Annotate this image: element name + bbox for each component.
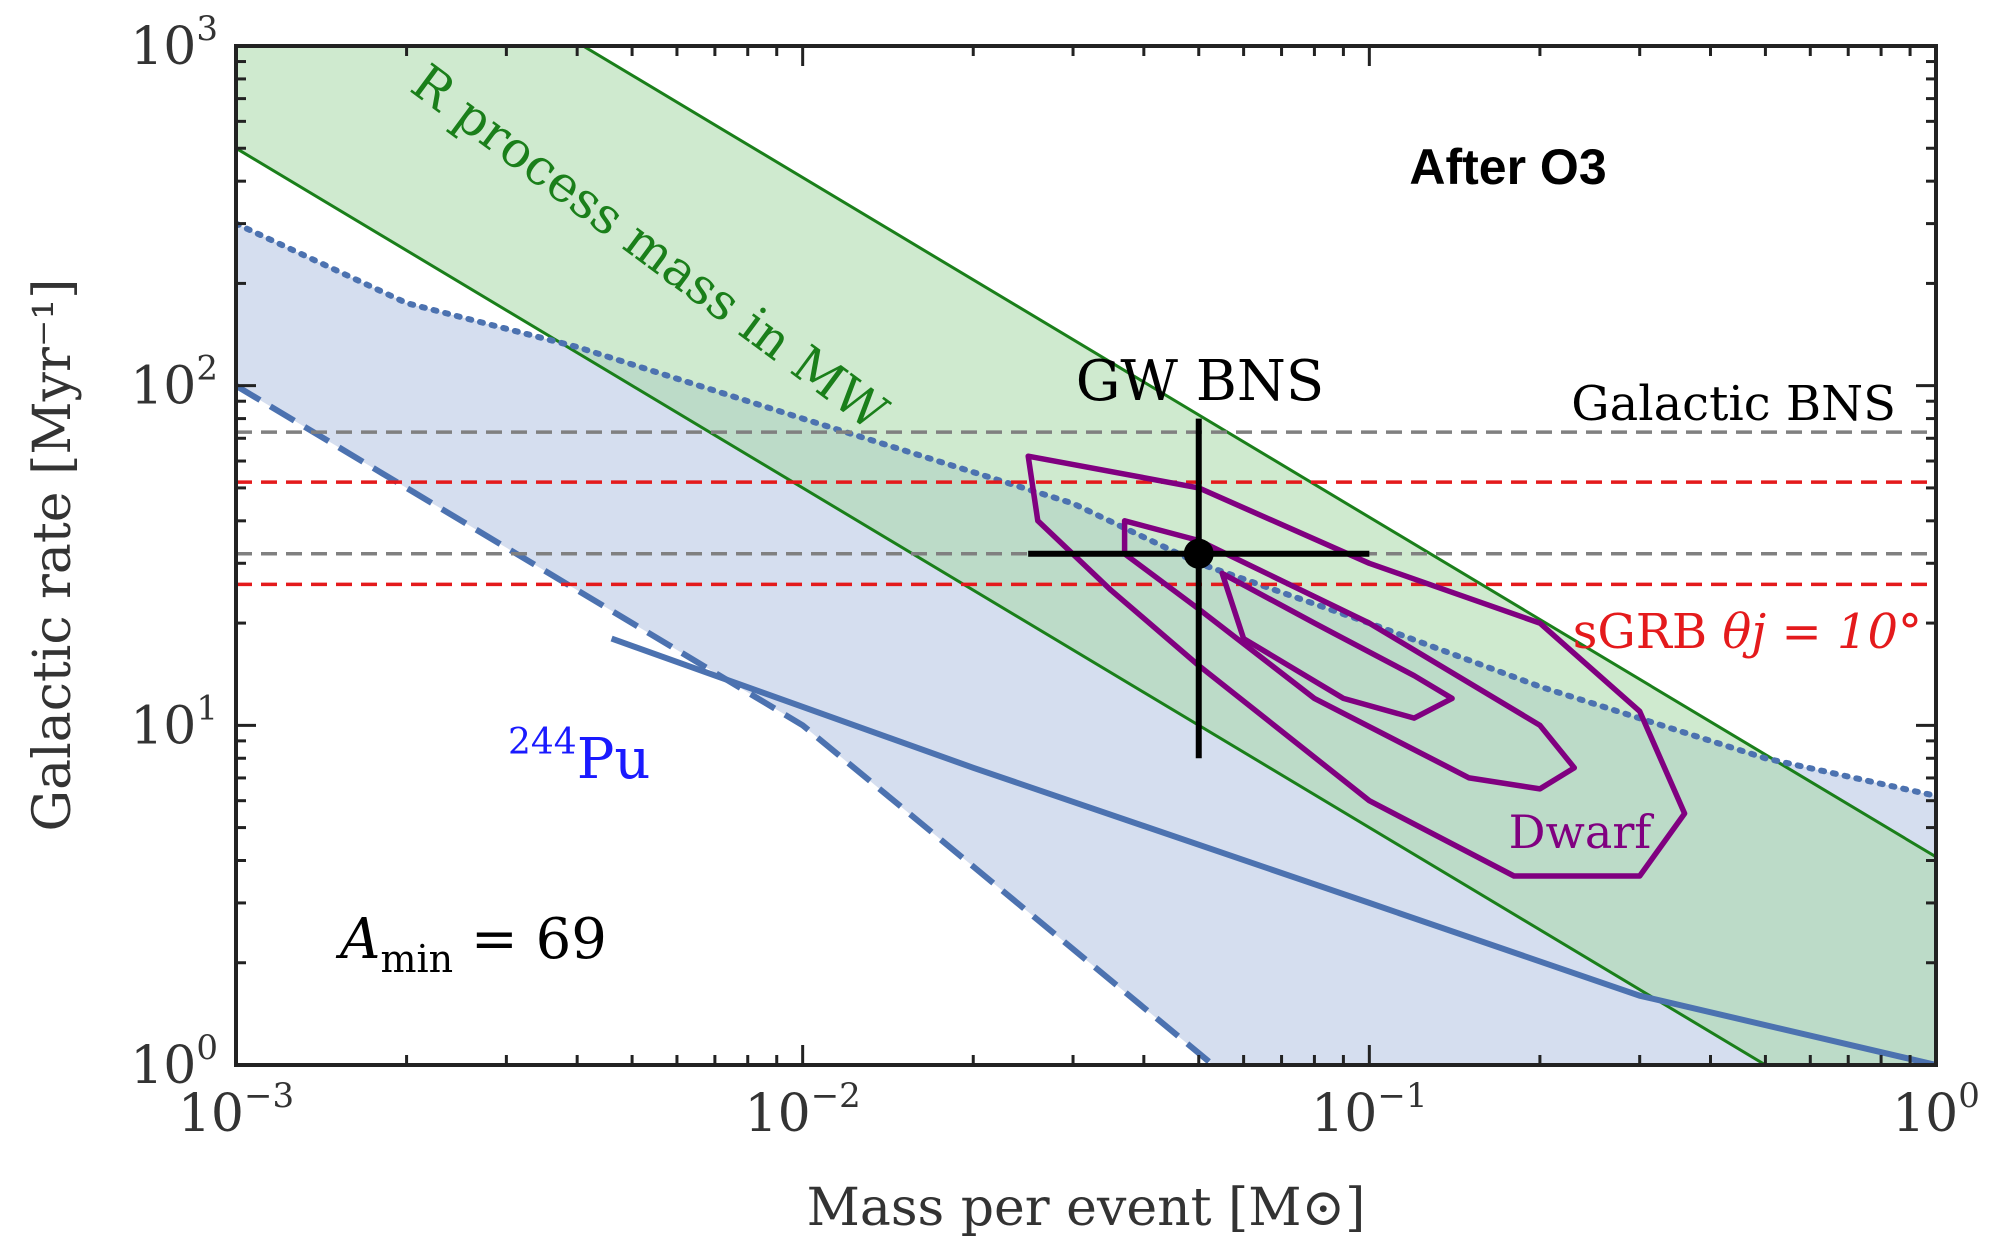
gw-bns-point: [1184, 539, 1214, 569]
x-tick-label: 100: [1892, 1076, 1980, 1144]
x-tick-label-base: 10: [1892, 1084, 1958, 1144]
x-axis-label: Mass per event [M⊙]: [807, 1178, 1366, 1238]
y-tick-label-exponent: 0: [196, 1028, 218, 1068]
x-tick-label-base: 10: [745, 1084, 811, 1144]
galactic-bns-label: Galactic BNS: [1571, 376, 1896, 432]
amin-var: A: [335, 907, 380, 972]
y-tick-label-base: 10: [130, 17, 196, 77]
y-tick-label: 103: [130, 9, 218, 77]
x-tick-label-exponent: −3: [244, 1076, 294, 1116]
sgrb-label: sGRB θj = 10°: [1573, 604, 1922, 660]
y-tick-label-base: 10: [130, 696, 196, 756]
x-tick-label: 10−2: [745, 1076, 861, 1144]
dwarf-label: Dwarf: [1509, 805, 1655, 859]
y-tick-label-exponent: 1: [196, 688, 218, 728]
x-tick-label-base: 10: [1311, 1084, 1377, 1144]
amin-sub: min: [380, 937, 453, 981]
x-tick-label-exponent: −2: [811, 1076, 861, 1116]
sgrb-label-math: θj = 10°: [1722, 604, 1922, 660]
pu244-label-sup: 244: [508, 722, 577, 763]
amin-annotation: Amin = 69: [335, 907, 607, 981]
y-tick-label-base: 10: [130, 1036, 196, 1096]
y-tick-label-exponent: 3: [196, 9, 218, 49]
y-tick-label: 101: [130, 688, 218, 756]
x-tick-label: 10−1: [1311, 1076, 1427, 1144]
amin-rest: = 69: [453, 907, 607, 972]
y-tick-label-exponent: 2: [196, 349, 218, 389]
x-tick-label-exponent: −1: [1377, 1076, 1427, 1116]
y-tick-label-base: 10: [130, 357, 196, 417]
pu244-label-base: Pu: [577, 727, 651, 792]
gw-bns-label: GW BNS: [1076, 349, 1325, 414]
y-axis-label: Galactic rate [Myr⁻¹]: [23, 279, 83, 832]
y-tick-label: 102: [130, 349, 218, 417]
x-tick-label-exponent: 0: [1958, 1076, 1980, 1116]
chart-title: After O3: [1409, 139, 1606, 195]
pu244-label: 244Pu: [508, 722, 650, 792]
sgrb-label-text: sGRB: [1573, 604, 1707, 660]
